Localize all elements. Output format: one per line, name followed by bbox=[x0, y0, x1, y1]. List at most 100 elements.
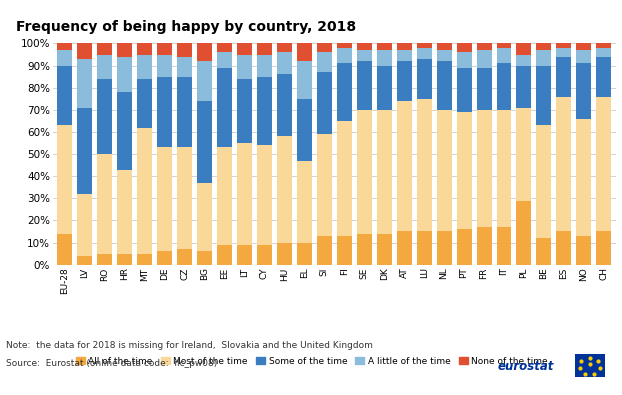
Bar bbox=[257, 55, 272, 77]
Bar bbox=[257, 77, 272, 145]
Bar bbox=[357, 50, 372, 61]
Bar bbox=[596, 43, 611, 48]
Bar bbox=[397, 61, 412, 101]
Bar bbox=[157, 77, 172, 147]
Bar bbox=[516, 55, 531, 66]
Bar bbox=[557, 231, 572, 265]
Bar bbox=[197, 183, 212, 251]
Bar bbox=[77, 107, 92, 194]
Bar bbox=[57, 50, 72, 66]
Bar bbox=[377, 50, 392, 66]
Bar bbox=[217, 68, 232, 147]
Bar bbox=[217, 43, 232, 52]
Bar bbox=[417, 59, 432, 99]
Bar bbox=[337, 43, 352, 48]
Bar bbox=[237, 143, 252, 245]
Bar bbox=[57, 234, 72, 265]
Bar bbox=[97, 154, 112, 254]
Bar bbox=[377, 110, 392, 234]
Bar bbox=[377, 66, 392, 110]
Bar bbox=[297, 161, 312, 243]
Bar bbox=[197, 101, 212, 183]
Bar bbox=[457, 52, 471, 68]
Bar bbox=[277, 52, 292, 74]
Bar bbox=[496, 63, 511, 110]
Bar bbox=[536, 238, 552, 265]
Bar bbox=[377, 234, 392, 265]
Bar bbox=[596, 57, 611, 96]
Bar bbox=[437, 50, 452, 61]
Bar bbox=[97, 43, 112, 55]
Bar bbox=[217, 147, 232, 245]
Bar bbox=[577, 50, 592, 63]
Bar bbox=[157, 251, 172, 265]
Bar bbox=[397, 43, 412, 50]
Bar bbox=[297, 99, 312, 161]
Bar bbox=[536, 43, 552, 50]
Bar bbox=[457, 68, 471, 112]
Bar bbox=[397, 231, 412, 265]
Bar bbox=[297, 43, 312, 61]
Bar bbox=[217, 52, 232, 68]
Bar bbox=[297, 61, 312, 99]
Bar bbox=[536, 50, 552, 66]
Text: Note:  the data for 2018 is missing for Ireland,  Slovakia and the United Kingdo: Note: the data for 2018 is missing for I… bbox=[6, 340, 373, 350]
Legend: All of the time, Most of the time, Some of the time, A little of the time, None : All of the time, Most of the time, Some … bbox=[72, 353, 552, 369]
Bar bbox=[317, 52, 332, 72]
Bar bbox=[177, 43, 192, 57]
Bar bbox=[437, 110, 452, 231]
Bar bbox=[57, 43, 72, 50]
Bar bbox=[577, 236, 592, 265]
Bar bbox=[317, 43, 332, 52]
Bar bbox=[197, 251, 212, 265]
Bar bbox=[557, 48, 572, 57]
Bar bbox=[97, 79, 112, 154]
Bar bbox=[577, 43, 592, 50]
Bar bbox=[496, 227, 511, 265]
Bar bbox=[157, 43, 172, 55]
Bar bbox=[417, 48, 432, 59]
Bar bbox=[57, 125, 72, 234]
Bar bbox=[97, 254, 112, 265]
Bar bbox=[496, 43, 511, 48]
Bar bbox=[237, 245, 252, 265]
Bar bbox=[437, 231, 452, 265]
Bar bbox=[457, 229, 471, 265]
Bar bbox=[117, 254, 132, 265]
Bar bbox=[337, 121, 352, 236]
Bar bbox=[397, 101, 412, 231]
Bar bbox=[197, 61, 212, 101]
Bar bbox=[337, 48, 352, 63]
Bar bbox=[117, 92, 132, 169]
Bar bbox=[476, 110, 491, 227]
Bar bbox=[476, 50, 491, 68]
Bar bbox=[197, 43, 212, 61]
Bar bbox=[177, 147, 192, 249]
Bar bbox=[417, 99, 432, 231]
Bar bbox=[117, 169, 132, 254]
Text: Source:  Eurostat (online data code:  ilc_pw08): Source: Eurostat (online data code: ilc_… bbox=[6, 359, 218, 368]
Bar bbox=[137, 55, 152, 79]
Bar bbox=[536, 125, 552, 238]
Bar bbox=[377, 43, 392, 50]
Bar bbox=[557, 96, 572, 231]
Bar bbox=[157, 147, 172, 251]
Bar bbox=[417, 231, 432, 265]
Bar bbox=[237, 79, 252, 143]
Bar bbox=[536, 66, 552, 125]
Bar bbox=[476, 227, 491, 265]
Bar bbox=[137, 79, 152, 128]
Bar bbox=[357, 110, 372, 234]
Bar bbox=[297, 243, 312, 265]
Bar bbox=[496, 48, 511, 63]
Bar bbox=[77, 59, 92, 107]
Bar bbox=[437, 61, 452, 110]
Bar bbox=[277, 74, 292, 136]
Bar bbox=[257, 245, 272, 265]
Bar bbox=[237, 43, 252, 55]
Bar bbox=[357, 234, 372, 265]
Bar bbox=[476, 68, 491, 110]
Bar bbox=[317, 134, 332, 236]
Bar bbox=[596, 231, 611, 265]
Bar bbox=[137, 254, 152, 265]
